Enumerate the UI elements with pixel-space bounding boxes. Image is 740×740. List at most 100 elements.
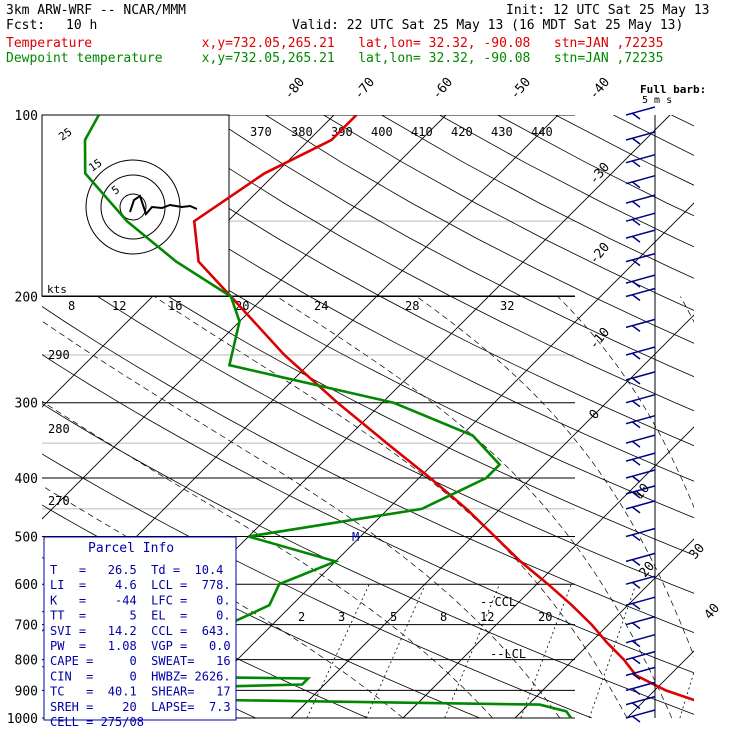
lcl-marker: --LCL <box>490 647 526 661</box>
mixing-ratio-line <box>365 584 426 719</box>
parcel-info-row: SREH = 20 LAPSE= 7.3 <box>50 700 231 714</box>
parcel-info-row: LI = 4.6 LCL = 778. <box>50 578 231 592</box>
isotherm-line <box>626 650 694 719</box>
hodograph-ring-label: 15 <box>86 156 104 174</box>
mixing-ratio-line <box>306 584 370 719</box>
dry-adiabat <box>265 115 694 344</box>
hodograph-ring <box>119 193 147 221</box>
ccl-marker: --CCL <box>480 595 516 609</box>
wind-barb <box>625 485 656 499</box>
dry-adiabat <box>42 211 694 556</box>
parcel-info-row: TC = 40.1 SHEAR= 17 <box>50 685 231 699</box>
theta-e-label: 400 <box>371 125 393 139</box>
pressure-tick-label: 300 <box>15 397 38 412</box>
hodograph-speed-label: 12 <box>112 299 126 313</box>
wind-barb <box>625 153 656 168</box>
wind-barb <box>625 371 656 385</box>
wind-key-label: Full barb: <box>640 83 706 96</box>
valid-time: Valid: 22 UTC Sat 25 May 13 (16 MDT Sat … <box>292 18 684 33</box>
wind-barb <box>625 615 656 630</box>
theta-e-label: 430 <box>491 125 513 139</box>
pressure-tick-label: 500 <box>15 530 38 545</box>
wind-barb <box>625 469 656 483</box>
theta-label: 280 <box>48 422 70 436</box>
isotherm-line <box>42 115 335 408</box>
theta-e-label: 380 <box>291 125 313 139</box>
hodograph-speed-label: 20 <box>235 299 249 313</box>
parcel-info-title: Parcel Info <box>88 541 174 556</box>
wind-barb <box>625 229 656 243</box>
hodograph-frame <box>41 114 230 297</box>
hodograph-speed-label: 16 <box>168 299 182 313</box>
isotherm-line <box>514 538 694 719</box>
isotherm-label: -50 <box>508 75 535 103</box>
mixing-ratio-label: 2 <box>298 610 305 624</box>
wind-barb <box>625 318 656 332</box>
dry-adiabat <box>42 354 694 674</box>
wind-barb <box>625 346 656 360</box>
dry-adiabat <box>613 115 694 156</box>
isotherm-label: -60 <box>430 75 457 103</box>
dry-adiabat <box>42 258 694 594</box>
isotherm-label: -20 <box>587 240 614 268</box>
isotherm-label: -70 <box>352 75 379 103</box>
dry-adiabat <box>381 115 694 279</box>
hodograph-ring-label: 25 <box>56 125 74 143</box>
parcel-info-row: CIN = 0 HWBZ= 2626. <box>50 669 231 683</box>
temperature-profile <box>192 115 694 702</box>
dry-adiabat <box>42 120 694 482</box>
wind-barb <box>625 650 656 665</box>
dewpoint-legend: Dewpoint temperature x,y=732.05,265.21 l… <box>6 51 664 66</box>
theta-e-label: 420 <box>451 125 473 139</box>
isotherm-line <box>402 426 694 719</box>
isotherm-line <box>290 314 694 719</box>
dry-adiabat <box>42 166 694 519</box>
parcel-info-row: CAPE = 0 SWEAT= 16 <box>50 654 231 668</box>
isotherm-line <box>178 202 694 719</box>
hodograph-speed-label: 28 <box>405 299 419 313</box>
fcst-label: Fcst: <box>6 18 46 33</box>
wind-barb <box>625 596 656 610</box>
wind-barb <box>625 174 656 189</box>
theta-label: 270 <box>48 494 70 508</box>
parcel-info-row: TT = 5 EL = 0. <box>50 609 231 623</box>
mixing-ratio-line <box>520 584 572 719</box>
theta-e-label: 410 <box>411 125 433 139</box>
wind-barb <box>625 575 656 589</box>
moist-adiabat <box>42 400 493 719</box>
pressure-tick-label: 100 <box>15 109 38 124</box>
pressure-tick-label: 700 <box>15 619 38 634</box>
pressure-tick-label: 600 <box>15 578 38 593</box>
theta-label: 290 <box>48 348 70 362</box>
wind-barb <box>625 434 656 448</box>
wind-key-units: 5 m s <box>642 95 672 106</box>
hodograph-speed-label: 32 <box>500 299 514 313</box>
wind-barb <box>625 194 656 208</box>
pressure-tick-label: 200 <box>15 291 38 306</box>
wind-barbs: Full barb:5 m s <box>625 83 706 723</box>
isotherm-label: -80 <box>282 75 309 103</box>
hodograph-units: kts <box>47 283 67 296</box>
dry-adiabat <box>42 453 592 719</box>
moist-adiabat <box>154 296 628 719</box>
temperature-legend: Temperature x,y=732.05,265.21 lat,lon= 3… <box>6 36 664 51</box>
parcel-info-row: T = 26.5 Td = 10.4 <box>50 563 223 577</box>
mixing-ratio-label: 8 <box>440 610 447 624</box>
dry-adiabat <box>149 115 694 412</box>
moist-adiabat <box>42 320 561 719</box>
dry-adiabat <box>91 115 694 447</box>
parcel-info-box: Parcel Info T = 26.5 Td = 10.4LI = 4.6 LC… <box>43 536 237 729</box>
wind-barb <box>625 414 656 429</box>
mixing-ratio-label: 3 <box>338 610 345 624</box>
parcel-info-row: K = -44 LFC = 0. <box>50 593 231 607</box>
wind-barb <box>625 452 656 466</box>
wind-barb <box>625 500 656 514</box>
isotherm-label: -10 <box>587 325 614 353</box>
dry-adiabat <box>323 115 694 311</box>
wind-barb <box>625 695 656 710</box>
parcel-info-row: SVI = 14.2 CCL = 643. <box>50 624 231 638</box>
wind-barb <box>625 527 656 542</box>
mixing-ratio-line <box>444 584 500 719</box>
parcel-info-row: CELL = 275/08 <box>50 715 144 729</box>
